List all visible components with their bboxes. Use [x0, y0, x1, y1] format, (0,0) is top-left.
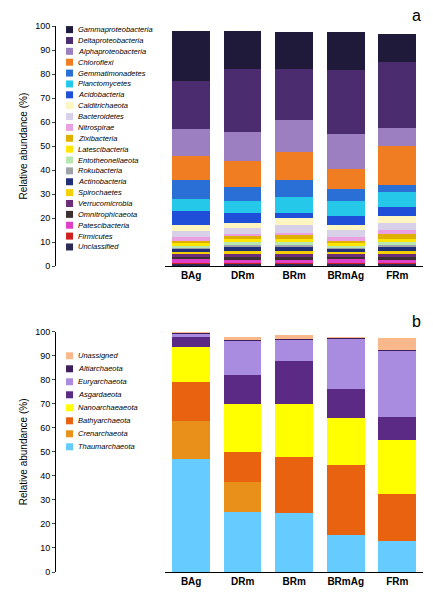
svg-text:Altiarchaeota: Altiarchaeota	[78, 364, 123, 373]
svg-text:Bacteroidetes: Bacteroidetes	[78, 112, 124, 121]
svg-text:BRm: BRm	[283, 576, 306, 587]
svg-text:DRm: DRm	[231, 270, 254, 281]
svg-text:40: 40	[40, 471, 50, 481]
svg-text:Acidobacteria: Acidobacteria	[78, 90, 124, 99]
svg-text:50: 50	[40, 447, 50, 457]
svg-text:Planctomycetes: Planctomycetes	[78, 79, 131, 88]
svg-text:30: 30	[40, 495, 50, 505]
svg-text:a: a	[412, 7, 421, 24]
svg-text:Nanoarchaeaeota: Nanoarchaeaeota	[78, 403, 138, 412]
svg-text:BRmAg: BRmAg	[327, 270, 364, 281]
svg-text:Entotheonellaeota: Entotheonellaeota	[78, 156, 138, 165]
svg-text:Gemmatimonadetes: Gemmatimonadetes	[78, 69, 146, 78]
svg-text:BAg: BAg	[181, 270, 202, 281]
svg-text:0: 0	[45, 567, 50, 577]
svg-text:Alphaproteobacteria: Alphaproteobacteria	[78, 47, 146, 56]
svg-text:40: 40	[40, 165, 50, 175]
svg-text:Verrucomicrobia: Verrucomicrobia	[78, 199, 132, 208]
svg-text:100: 100	[35, 21, 50, 31]
svg-text:Thaumarchaeota: Thaumarchaeota	[78, 442, 135, 451]
svg-text:90: 90	[40, 45, 50, 55]
svg-text:FRm: FRm	[386, 270, 408, 281]
svg-text:60: 60	[40, 117, 50, 127]
svg-text:10: 10	[40, 543, 50, 553]
svg-text:Crenarchaeota: Crenarchaeota	[78, 429, 128, 438]
svg-text:Calditrichaeota: Calditrichaeota	[78, 101, 128, 110]
svg-text:Bathyarchaeota: Bathyarchaeota	[78, 416, 131, 425]
svg-text:Unassigned: Unassigned	[78, 351, 118, 360]
svg-text:50: 50	[40, 141, 50, 151]
svg-text:Relative abundance (%): Relative abundance (%)	[18, 399, 29, 506]
svg-text:b: b	[412, 313, 421, 330]
svg-text:Nitrospirae: Nitrospirae	[78, 123, 114, 132]
svg-text:60: 60	[40, 423, 50, 433]
svg-text:Gammaproteobacteria: Gammaproteobacteria	[78, 25, 153, 34]
svg-text:FRm: FRm	[386, 576, 408, 587]
svg-text:10: 10	[40, 237, 50, 247]
svg-text:Relative abundance (%): Relative abundance (%)	[18, 93, 29, 200]
svg-text:Chloroflexi: Chloroflexi	[78, 58, 114, 67]
svg-text:30: 30	[40, 189, 50, 199]
svg-text:20: 20	[40, 213, 50, 223]
svg-text:Latescibacteria: Latescibacteria	[78, 145, 128, 154]
svg-text:Actinobacteria: Actinobacteria	[78, 177, 127, 186]
svg-text:DRm: DRm	[231, 576, 254, 587]
svg-text:Euryarchaeota: Euryarchaeota	[78, 377, 127, 386]
svg-text:Deltaproteobacteria: Deltaproteobacteria	[78, 36, 143, 45]
svg-text:100: 100	[35, 327, 50, 337]
svg-text:0: 0	[45, 261, 50, 271]
svg-text:Zixibacteria: Zixibacteria	[78, 134, 117, 143]
svg-text:Patescibacteria: Patescibacteria	[78, 221, 129, 230]
svg-text:Rokubacteria: Rokubacteria	[78, 166, 122, 175]
svg-text:Firmicutes: Firmicutes	[78, 232, 113, 241]
svg-text:Spirochaetes: Spirochaetes	[78, 188, 122, 197]
svg-text:70: 70	[40, 399, 50, 409]
svg-text:Unclassified: Unclassified	[78, 242, 119, 251]
svg-text:Omnitrophicaeota: Omnitrophicaeota	[78, 210, 137, 219]
svg-text:70: 70	[40, 93, 50, 103]
svg-text:Asgardaeota: Asgardaeota	[78, 390, 122, 399]
svg-text:BRmAg: BRmAg	[327, 576, 364, 587]
svg-text:20: 20	[40, 519, 50, 529]
svg-text:90: 90	[40, 351, 50, 361]
svg-text:80: 80	[40, 375, 50, 385]
svg-text:BRm: BRm	[283, 270, 306, 281]
svg-text:BAg: BAg	[181, 576, 202, 587]
svg-text:80: 80	[40, 69, 50, 79]
